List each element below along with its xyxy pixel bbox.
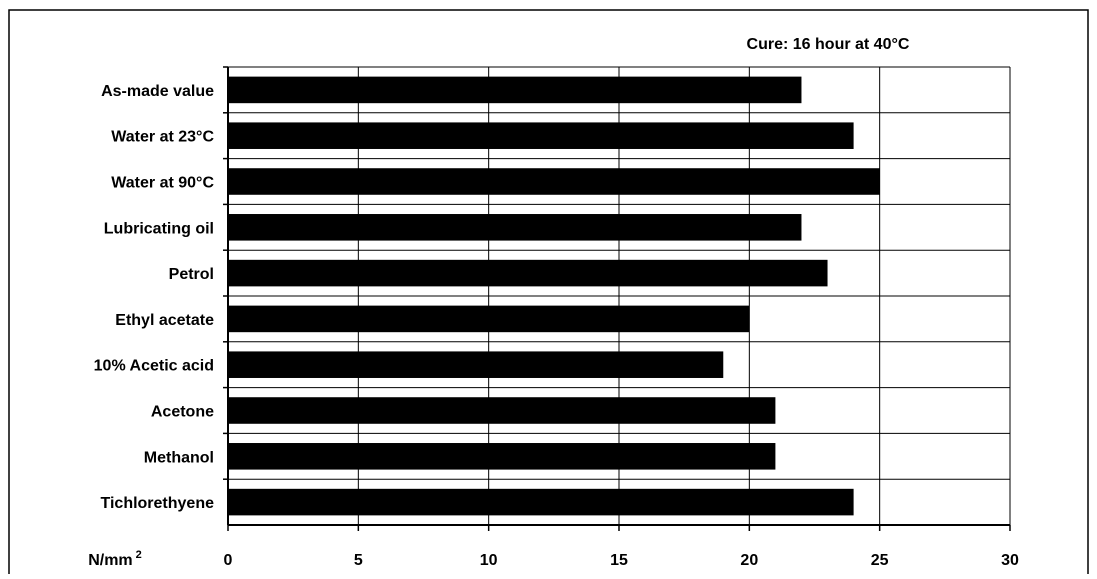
y-category-label: Ethyl acetate [115,312,214,329]
x-tick-label: 30 [1001,552,1019,569]
x-tick-label: 0 [224,552,233,569]
y-category-label: Acetone [151,404,214,421]
bar [228,168,880,195]
chart-title: Cure: 16 hour at 40°C [747,36,910,53]
x-axis-label-unit: N/mm [88,552,132,569]
y-category-label: Petrol [169,266,214,283]
x-tick-label: 5 [354,552,363,569]
y-category-label: Tichlorethyene [100,495,214,512]
bar [228,214,802,241]
axes [223,66,1011,531]
x-axis-label: N/mm 2 [88,549,142,569]
y-category-label: Water at 90°C [111,175,214,192]
x-tick-label: 15 [610,552,628,569]
bar [228,122,854,149]
y-category-label: Water at 23°C [111,129,214,146]
y-category-label: Methanol [144,449,214,466]
bar [228,397,776,424]
gridlines [228,66,1011,525]
x-tick-label: 10 [480,552,498,569]
bar [228,76,802,104]
y-category-label: As-made value [101,83,214,100]
x-tick-label: 20 [740,552,758,569]
x-axis-label-superscript: 2 [136,549,142,561]
bar [228,351,724,378]
y-category-label: Lubricating oil [104,220,214,237]
labels: Cure: 16 hour at 40°C N/mm 2 0 5 10 15 20 25 30… [88,36,1019,569]
bar [228,305,750,333]
y-category-label: 10% Acetic acid [94,358,214,375]
chart-border [8,9,1089,579]
bar [228,488,854,516]
bars [228,76,880,516]
x-tick-label: 25 [871,552,889,569]
bar [228,443,776,470]
bar [228,259,828,287]
